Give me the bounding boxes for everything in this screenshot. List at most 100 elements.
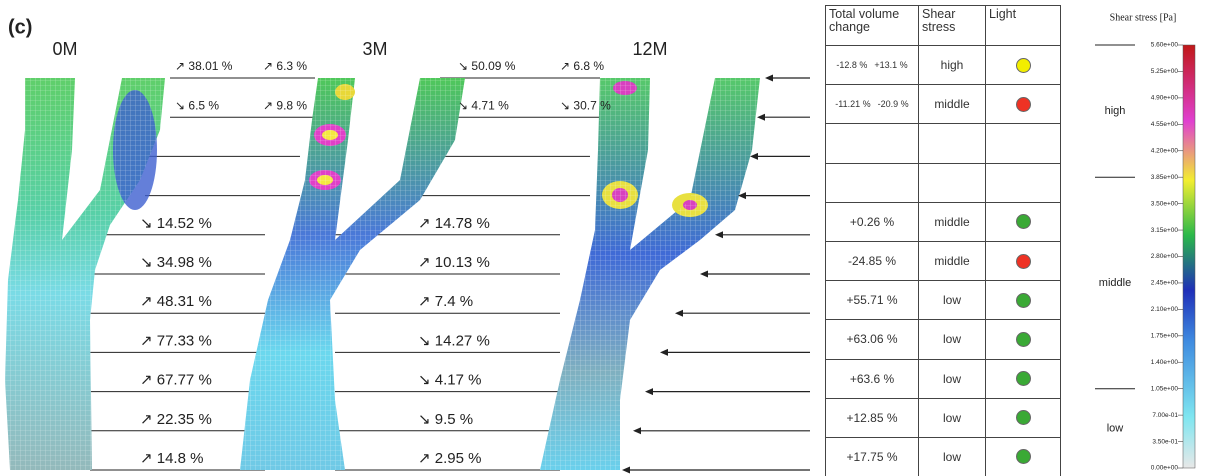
pointer-arrowhead [622,467,630,474]
colorbar-tick-label: 4.90e+00 [1151,95,1179,102]
colorbar-tick-label: 3.85e+00 [1151,174,1179,181]
shear-cell: middle [919,242,986,281]
volume-change: +17.75 % [846,450,897,464]
light-cell [986,399,1061,438]
zone-label: high [1105,105,1126,117]
volume-change-cell: -12.8 %+13.1 % [826,46,919,85]
volume-change: +55.71 % [846,293,897,307]
light-cell [986,320,1061,359]
header-cell: Light [986,6,1061,46]
pointer-arrowhead [765,75,773,82]
volume-change-cell: -11.21 %-20.9 % [826,85,919,124]
shear-cell: low [919,360,986,399]
volume-change: -24.85 % [848,254,896,268]
pointer-arrowhead [750,153,758,160]
pointer-arrowhead [633,427,641,434]
volume-change-cell: +17.75 % [826,438,919,476]
shear-cell: low [919,438,986,476]
branch-change: ↗ 6.8 % [560,59,604,73]
volume-change: +63.6 % [850,372,894,386]
trunk-change: ↘ 9.5 % [418,411,473,428]
colorbar-tick-label: 7.00e-01 [1152,412,1178,419]
pointer-arrowhead [675,310,683,317]
trunk-change: ↘ 34.98 % [140,254,212,271]
colorbar-tick-label: 1.75e+00 [1151,333,1179,340]
colorbar-title: Shear stress [Pa] [1110,12,1177,23]
table-row: +63.6 % low [826,360,1061,399]
branch-change: ↗ 38.01 % [175,59,233,73]
volume-change: +12.85 % [846,411,897,425]
figure: (c) Shear stress [Pa] 0M 3M 12M ↗ 38.01 % ↗ … [0,0,1207,476]
panel-label: (c) [8,16,32,38]
shear-level: high [941,58,964,72]
zone-label: middle [1099,277,1131,289]
header-cell: Shear stress [919,6,986,46]
volume-change: +63.06 % [846,332,897,346]
shear-level: middle [934,254,969,268]
shear-cell: high [919,46,986,85]
light-cell [986,164,1061,203]
zone-label: low [1107,422,1124,434]
traffic-light [1016,410,1031,425]
timepoint-label: 3M [362,39,387,59]
volume-change-cell: +0.26 % [826,203,919,242]
volume-change-cell: +12.85 % [826,399,919,438]
light-cell [986,438,1061,476]
colorbar-tick-label: 1.40e+00 [1151,359,1179,366]
pointer-arrowhead [660,349,668,356]
shear-cell: low [919,320,986,359]
branch-change: ↗ 9.8 % [263,98,307,112]
traffic-light [1016,58,1031,73]
volume-change-cell: -24.85 % [826,242,919,281]
traffic-light [1016,214,1031,229]
table-row: +17.75 % low [826,438,1061,476]
light-cell [986,124,1061,163]
colorbar-tick-label: 4.20e+00 [1151,147,1179,154]
table-row: -24.85 % middle [826,242,1061,281]
shear-cell: middle [919,203,986,242]
trunk-change: ↗ 67.77 % [140,372,212,389]
branch-change: ↘ 6.5 % [175,98,219,112]
volume-change: -20.9 % [878,99,909,109]
shear-cell: low [919,399,986,438]
shear-cell [919,164,986,203]
timepoint-label: 12M [632,39,667,59]
table-row [826,124,1061,163]
shear-level: low [943,411,961,425]
trunk-change: ↗ 2.95 % [418,450,481,467]
traffic-light [1016,332,1031,347]
light-cell [986,46,1061,85]
trunk-change: ↗ 14.78 % [418,215,490,232]
timepoint-label: 0M [52,39,77,59]
header-cell: Total volume change [826,6,919,46]
colorbar-tick-label: 3.15e+00 [1151,227,1179,234]
shear-cell: middle [919,85,986,124]
branch-change: ↗ 6.3 % [263,59,307,73]
branch-change: ↘ 50.09 % [458,59,516,73]
pointer-arrowhead [645,388,653,395]
colorbar-tick-label: 3.50e+00 [1151,200,1179,207]
shear-level: middle [934,97,969,111]
table-row: +12.85 % low [826,399,1061,438]
colorbar-tick-label: 2.45e+00 [1151,280,1179,287]
shear-cell [919,124,986,163]
trunk-change: ↗ 48.31 % [140,293,212,310]
summary-table: Total volume changeShear stressLight -12.… [825,5,1061,476]
colorbar-tick-label: 5.25e+00 [1151,68,1179,75]
colorbar-tick-label: 5.60e+00 [1151,42,1179,49]
shear-cell: low [919,281,986,320]
light-cell [986,85,1061,124]
volume-change-cell [826,164,919,203]
volume-change-cell: +63.06 % [826,320,919,359]
trunk-change: ↗ 14.8 % [140,450,203,467]
light-cell [986,203,1061,242]
shear-level: middle [934,215,969,229]
light-cell [986,281,1061,320]
table-row: +55.71 % low [826,281,1061,320]
pointer-arrowhead [757,114,765,121]
shear-level: low [943,332,961,346]
colorbar-tick-label: 2.10e+00 [1151,306,1179,313]
traffic-light [1016,371,1031,386]
volume-change: +0.26 % [850,215,894,229]
traffic-light [1016,449,1031,464]
